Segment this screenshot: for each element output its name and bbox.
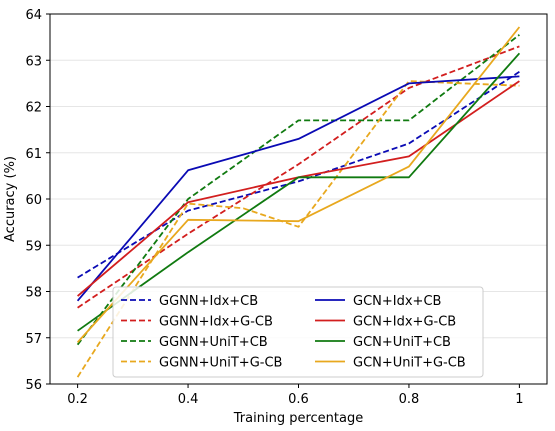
y-tick-label: 63 bbox=[25, 54, 42, 69]
legend-label: GGNN+UniT+CB bbox=[159, 335, 268, 350]
y-tick-label: 62 bbox=[25, 101, 42, 116]
axis-ticks: 56 57 58 59 60 61 62 63 64 0.2 0.4 0.6 0.8 1 bbox=[25, 8, 523, 407]
series-line-gcn-idx-g-cb bbox=[77, 80, 520, 297]
y-axis-label: Accuracy (%) bbox=[3, 156, 18, 242]
legend-label: GGNN+Idx+G-CB bbox=[159, 315, 273, 330]
series-line-gcn-unit-cb bbox=[77, 52, 521, 332]
x-tick-label: 0.2 bbox=[67, 392, 88, 407]
legend-label: GCN+UniT+CB bbox=[353, 335, 451, 350]
series-line-gcn-unit-g-cb bbox=[76, 26, 521, 344]
series-line-ggnn-unit-cb bbox=[76, 34, 520, 346]
y-tick-label: 56 bbox=[25, 378, 42, 393]
x-tick-label: 1 bbox=[515, 392, 523, 407]
x-tick-label: 0.8 bbox=[399, 392, 420, 407]
y-tick-label: 64 bbox=[25, 8, 42, 23]
series-line-gcn-idx-cb bbox=[76, 75, 520, 302]
legend-label: GCN+Idx+G-CB bbox=[353, 315, 456, 330]
y-tick-label: 61 bbox=[25, 147, 42, 162]
x-tick-label: 0.4 bbox=[178, 392, 199, 407]
legend-label: GCN+UniT+G-CB bbox=[353, 356, 466, 371]
x-tick-label: 0.6 bbox=[288, 392, 309, 407]
x-axis-label: Training percentage bbox=[233, 411, 363, 426]
series-lines bbox=[76, 26, 521, 378]
y-tick-label: 59 bbox=[25, 239, 42, 254]
legend-box bbox=[112, 286, 484, 378]
y-tick-label: 58 bbox=[25, 286, 42, 301]
series-line-ggnn-unit-g-cb bbox=[76, 80, 520, 378]
y-tick-label: 57 bbox=[25, 332, 42, 347]
legend: GGNN+Idx+CB GGNN+Idx+G-CB GGNN+UniT+CB GGNN… bbox=[112, 286, 484, 378]
y-tick-label: 60 bbox=[25, 193, 42, 208]
series-line-ggnn-idx-g-cb bbox=[77, 45, 520, 309]
legend-label: GCN+Idx+CB bbox=[353, 294, 441, 309]
legend-label: GGNN+UniT+G-CB bbox=[159, 356, 282, 371]
legend-label: GGNN+Idx+CB bbox=[159, 294, 258, 309]
series-line-ggnn-idx-cb bbox=[77, 71, 520, 279]
